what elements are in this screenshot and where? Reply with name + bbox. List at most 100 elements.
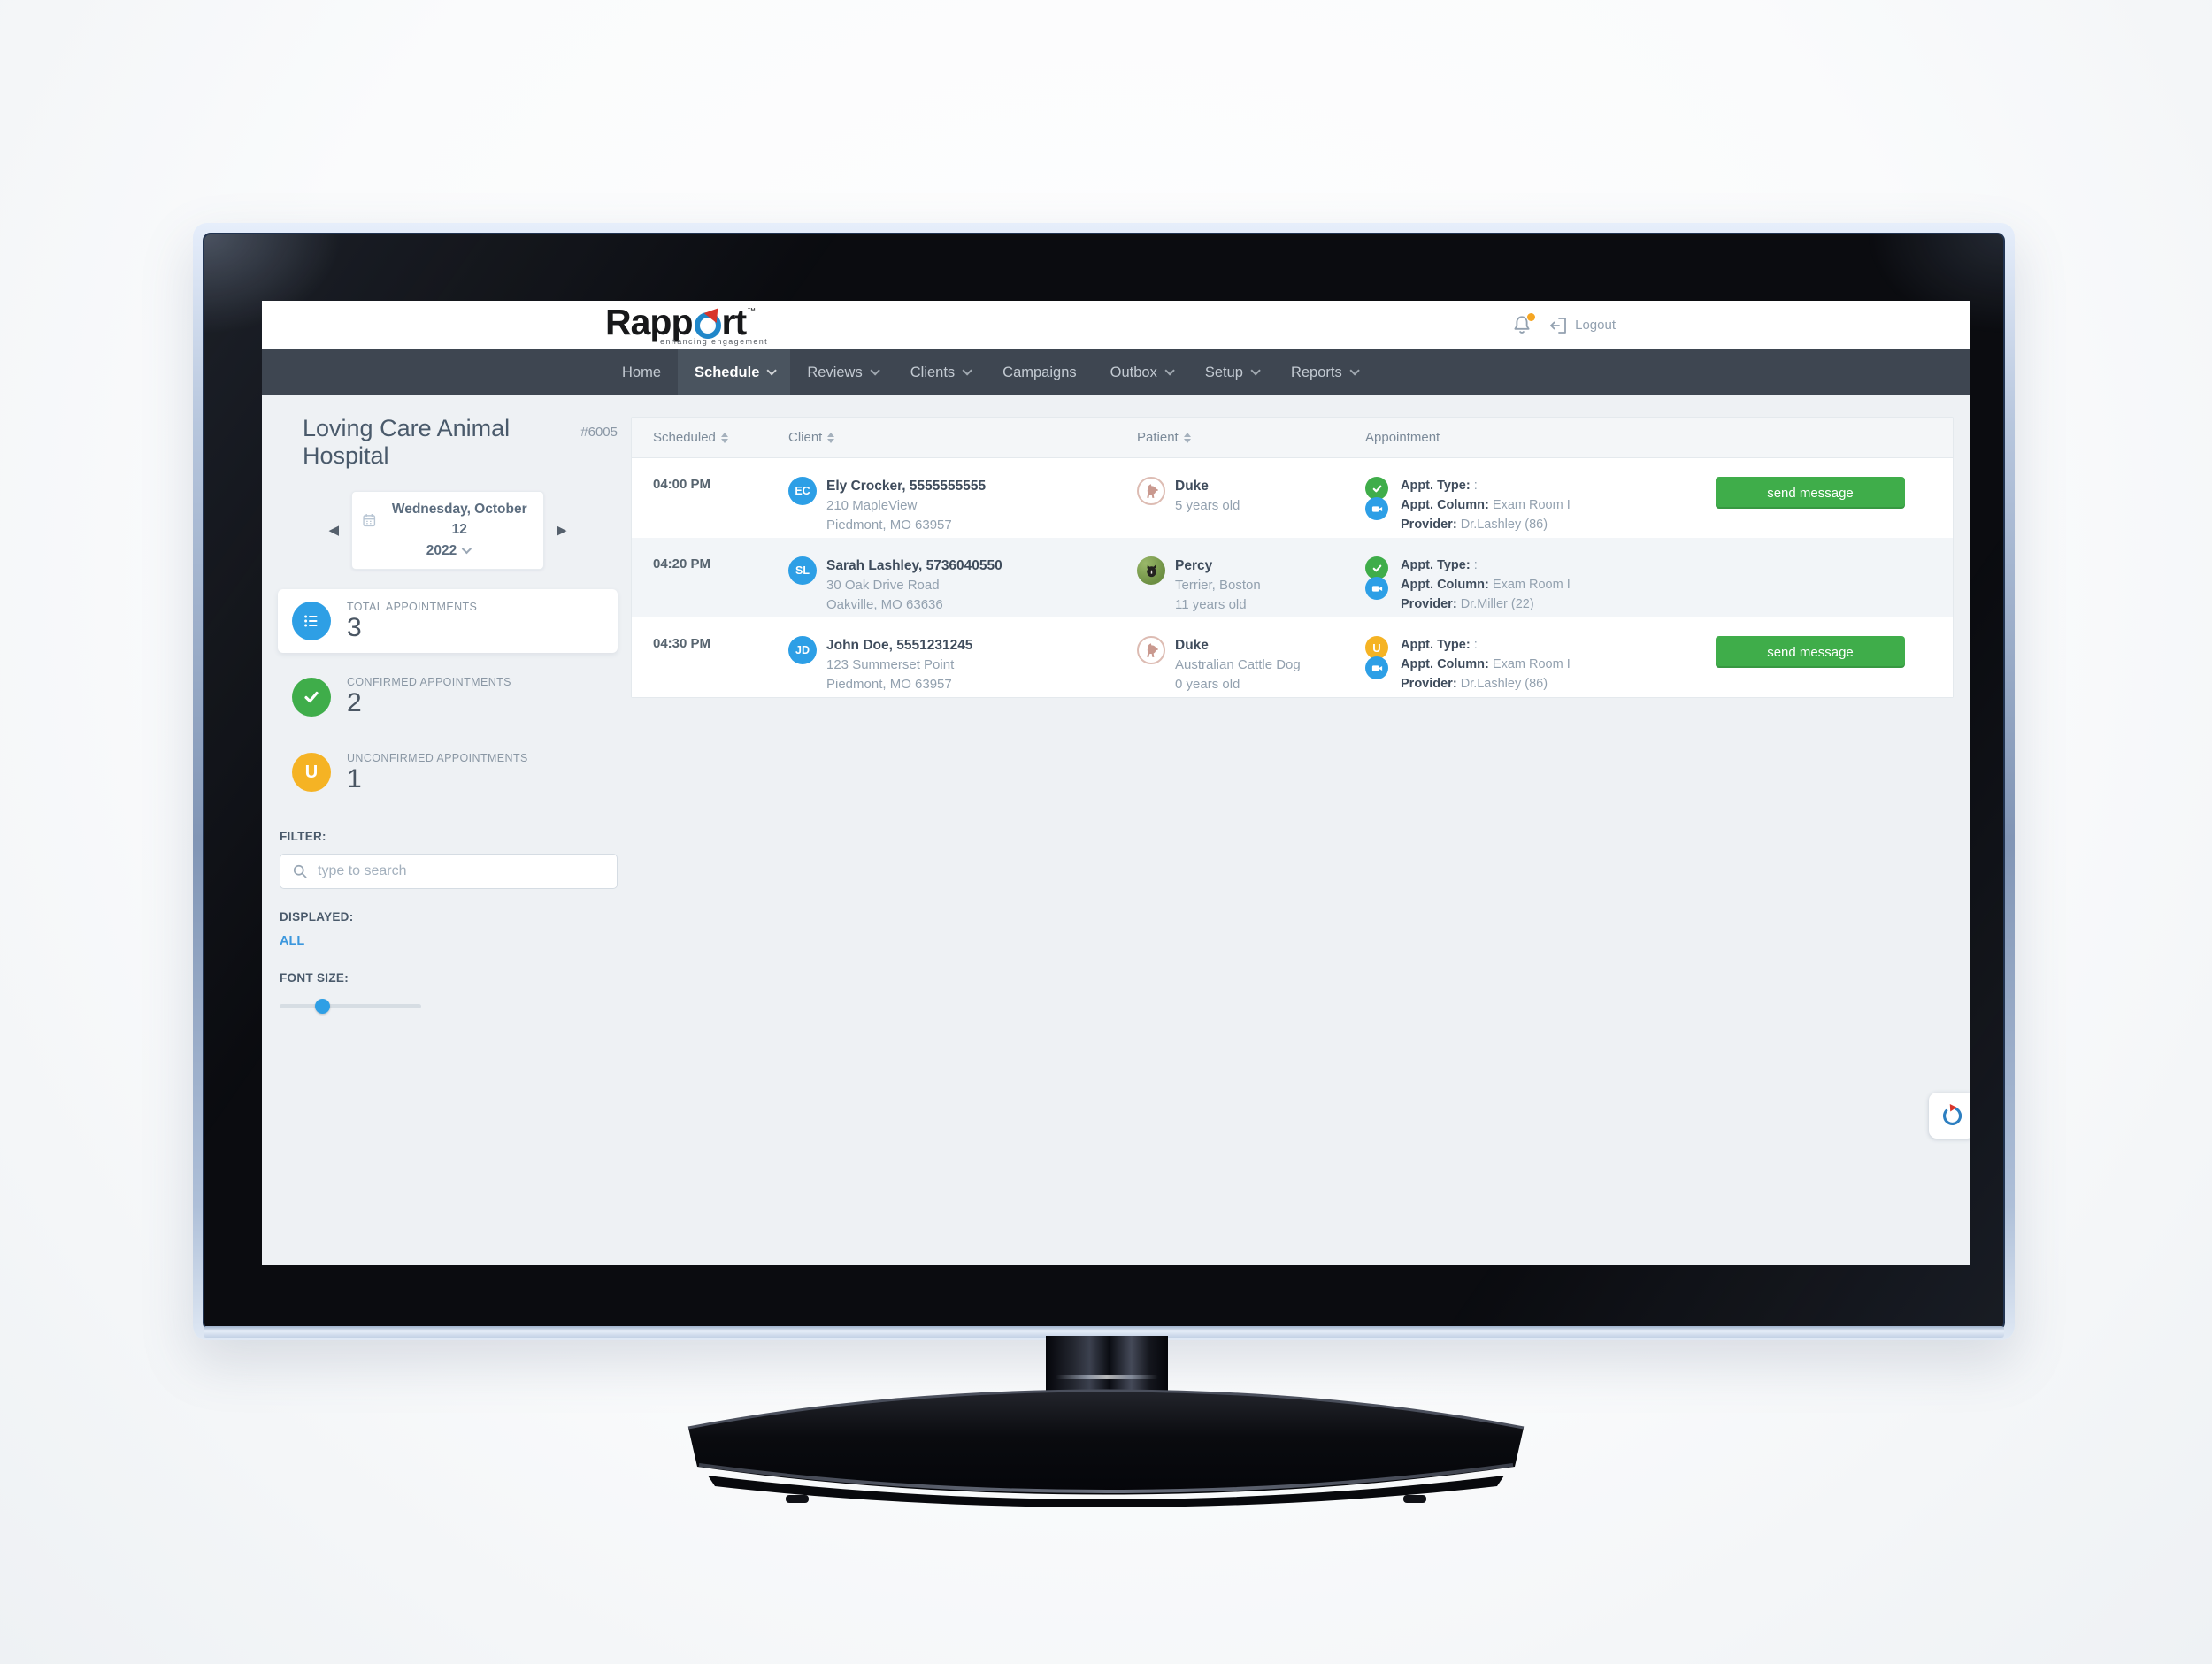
dog-silhouette-icon bbox=[1146, 483, 1158, 498]
nav-item-reports[interactable]: Reports bbox=[1274, 349, 1373, 395]
nav-item-label: Campaigns bbox=[1002, 364, 1077, 380]
stat-value: 3 bbox=[347, 612, 362, 642]
stat-card[interactable]: TOTAL APPOINTMENTS 3 bbox=[278, 588, 618, 654]
stat-label: UNCONFIRMED APPOINTMENTS bbox=[347, 751, 528, 764]
appt-type-label: Appt. Type: bbox=[1401, 638, 1471, 652]
dog-silhouette-icon bbox=[1146, 642, 1158, 657]
notifications-bell-icon[interactable] bbox=[1510, 312, 1536, 338]
chevron-down-icon bbox=[870, 365, 880, 376]
stat-label: TOTAL APPOINTMENTS bbox=[347, 600, 478, 613]
refresh-icon bbox=[1943, 1104, 1962, 1125]
chevron-down-icon bbox=[1250, 365, 1261, 376]
provider-value: Dr.Miller (22) bbox=[1460, 596, 1534, 611]
patient-detail-line1: 5 years old bbox=[1175, 498, 1240, 514]
client-name: Sarah Lashley, 5736040550 bbox=[826, 558, 1002, 573]
chevron-down-icon bbox=[962, 365, 972, 376]
column-header-appointment: Appointment bbox=[1365, 430, 1440, 445]
stat-label: CONFIRMED APPOINTMENTS bbox=[347, 676, 511, 689]
nav-item-label: Clients bbox=[910, 364, 956, 380]
content-area: Loving Care Animal Hospital #6005 ◀ W bbox=[262, 395, 1970, 1265]
send-message-button[interactable]: send message bbox=[1716, 477, 1905, 509]
confirmed-check-icon bbox=[1372, 485, 1381, 492]
client-address-line2: Oakville, MO 63636 bbox=[826, 597, 943, 613]
appointment-time: 04:20 PM bbox=[653, 556, 711, 571]
notification-dot bbox=[1527, 312, 1536, 321]
chevron-down-icon bbox=[461, 544, 472, 555]
monitor-stand-base bbox=[687, 1389, 1525, 1507]
client-name: John Doe, 5551231245 bbox=[826, 638, 973, 653]
video-call-icon bbox=[1365, 656, 1388, 679]
nav-item-campaigns[interactable]: Campaigns bbox=[986, 349, 1093, 395]
displayed-label: DISPLAYED: bbox=[280, 910, 354, 924]
table-row: 04:20 PM SL Sarah Lashley, 5736040550 30… bbox=[632, 538, 1953, 617]
monitor-bottom-edge bbox=[204, 1326, 2004, 1338]
chevron-down-icon bbox=[766, 365, 778, 376]
prev-day-button[interactable]: ◀ bbox=[328, 523, 339, 539]
appt-type-value: : bbox=[1473, 479, 1478, 493]
appt-type-label: Appt. Type: bbox=[1401, 479, 1471, 493]
stat-card[interactable]: CONFIRMED APPOINTMENTS 2 bbox=[278, 664, 618, 729]
search-input[interactable] bbox=[280, 854, 618, 890]
patient-detail-line2: 11 years old bbox=[1175, 597, 1247, 613]
chevron-down-icon bbox=[1164, 365, 1175, 376]
nav-item-label: Reports bbox=[1290, 364, 1342, 380]
client-name: Ely Crocker, 5555555555 bbox=[826, 479, 987, 494]
client-address-line1: 30 Oak Drive Road bbox=[826, 578, 940, 594]
client-avatar: SL bbox=[788, 556, 817, 585]
table-header: Scheduled Client Patient Appointment bbox=[632, 418, 1953, 458]
patient-detail-line1: Australian Cattle Dog bbox=[1175, 657, 1301, 673]
nav-item-home[interactable]: Home bbox=[605, 349, 678, 395]
provider-value: Dr.Lashley (86) bbox=[1460, 517, 1548, 532]
slider-thumb[interactable] bbox=[315, 999, 330, 1015]
appt-column-value: Exam Room I bbox=[1492, 656, 1571, 671]
patient-name: Percy bbox=[1175, 558, 1213, 573]
displayed-all-link[interactable]: ALL bbox=[280, 934, 305, 949]
rapport-logo: Rapp rt ™ enhancing engagement bbox=[605, 304, 768, 346]
patient-name: Duke bbox=[1175, 638, 1209, 653]
patient-detail-line1: Terrier, Boston bbox=[1175, 578, 1261, 594]
logout-button[interactable]: Logout bbox=[1548, 315, 1616, 336]
check-icon bbox=[304, 691, 319, 702]
sort-icon bbox=[720, 432, 728, 443]
monitor-bezel: Rapp rt ™ enhancing engagement bbox=[203, 233, 2005, 1330]
nav-item-clients[interactable]: Clients bbox=[894, 349, 986, 395]
letter-u-icon: U bbox=[304, 762, 319, 782]
stat-value: 1 bbox=[347, 763, 362, 794]
next-day-button[interactable]: ▶ bbox=[557, 523, 567, 539]
provider-label: Provider: bbox=[1401, 676, 1457, 691]
font-size-slider[interactable] bbox=[280, 999, 421, 1015]
calendar-icon bbox=[363, 513, 376, 526]
table-row: 04:30 PM JD John Doe, 5551231245 123 Sum… bbox=[632, 617, 1953, 697]
date-text-line2: 2022 bbox=[426, 542, 457, 558]
nav-item-setup[interactable]: Setup bbox=[1188, 349, 1274, 395]
filter-label: FILTER: bbox=[280, 830, 326, 844]
send-message-button[interactable]: send message bbox=[1716, 636, 1905, 668]
column-header-client[interactable]: Client bbox=[788, 430, 1137, 445]
stat-value: 2 bbox=[347, 688, 362, 718]
status-icon bbox=[1365, 556, 1388, 579]
appt-type-value: : bbox=[1473, 558, 1478, 572]
refresh-button[interactable] bbox=[1929, 1093, 1970, 1139]
column-header-scheduled[interactable]: Scheduled bbox=[632, 430, 788, 445]
slider-track[interactable] bbox=[280, 1004, 421, 1009]
stats-list: TOTAL APPOINTMENTS 3 CONFIRMED APPOINTME… bbox=[278, 588, 618, 817]
patient-name: Duke bbox=[1175, 479, 1209, 494]
patient-avatar-dog-icon bbox=[1137, 477, 1165, 505]
logo-tagline: enhancing engagement bbox=[660, 337, 769, 346]
nav-item-outbox[interactable]: Outbox bbox=[1094, 349, 1188, 395]
client-avatar: JD bbox=[788, 636, 817, 664]
chevron-down-icon bbox=[1349, 365, 1360, 376]
stat-card[interactable]: U UNCONFIRMED APPOINTMENTS 1 bbox=[278, 740, 618, 805]
column-header-patient[interactable]: Patient bbox=[1137, 430, 1365, 445]
unconfirmed-u-icon: U bbox=[1372, 640, 1381, 655]
clinic-number: #6005 bbox=[580, 425, 618, 440]
date-picker[interactable]: Wednesday, October 12 2022 bbox=[351, 491, 544, 570]
appt-type-label: Appt. Type: bbox=[1401, 558, 1471, 572]
status-icon: U bbox=[1365, 636, 1388, 659]
nav-item-schedule[interactable]: Schedule bbox=[678, 349, 791, 395]
appt-column-label: Appt. Column: bbox=[1401, 577, 1489, 592]
nav-item-reviews[interactable]: Reviews bbox=[790, 349, 893, 395]
appt-column-label: Appt. Column: bbox=[1401, 497, 1489, 512]
appointments-table: Scheduled Client Patient Appointment 04:… bbox=[631, 417, 1954, 698]
client-address-line2: Piedmont, MO 63957 bbox=[826, 518, 952, 533]
